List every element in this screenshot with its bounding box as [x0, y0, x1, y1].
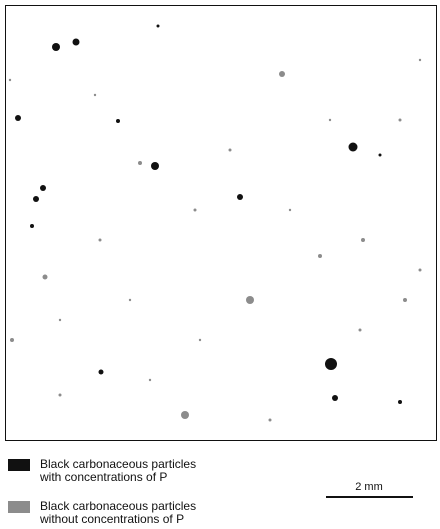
particle — [116, 119, 120, 123]
particle — [72, 38, 80, 46]
legend-swatch-black — [8, 459, 30, 471]
particle — [93, 93, 97, 97]
particle — [30, 224, 34, 228]
map-frame — [5, 5, 437, 441]
particle — [98, 369, 104, 375]
particle — [138, 161, 142, 165]
particle — [151, 162, 159, 170]
particle — [418, 58, 422, 62]
particle — [318, 254, 322, 258]
particle — [58, 393, 62, 397]
particle — [398, 118, 402, 122]
legend-text: Black carbonaceous particles — [40, 499, 196, 513]
particle — [378, 153, 382, 157]
particle — [8, 78, 12, 82]
particle — [52, 43, 60, 51]
legend-swatch-gray — [8, 501, 30, 513]
particle — [40, 185, 46, 191]
particle — [398, 400, 402, 404]
particle — [181, 411, 189, 419]
particle — [33, 196, 39, 202]
particle — [156, 24, 160, 28]
legend-text: without concentrations of P — [39, 512, 184, 526]
particle — [418, 268, 422, 272]
particle — [98, 238, 102, 242]
particle — [42, 274, 48, 280]
particle — [193, 208, 197, 212]
particle — [148, 378, 152, 382]
legend-text: Black carbonaceous particles — [40, 457, 196, 471]
legend-text: with concentrations of P — [39, 470, 167, 484]
particle — [198, 338, 202, 342]
particle — [279, 71, 285, 77]
particle — [328, 118, 332, 122]
particle — [361, 238, 365, 242]
particle — [348, 142, 358, 152]
particles — [8, 24, 422, 422]
particle — [358, 328, 362, 332]
particle — [288, 208, 292, 212]
particle — [237, 194, 243, 200]
particle — [246, 296, 254, 304]
particle — [15, 115, 21, 121]
particle — [228, 148, 232, 152]
particle — [268, 418, 272, 422]
particle — [325, 358, 337, 370]
scale-bar-label: 2 mm — [355, 481, 383, 493]
particle — [332, 395, 338, 401]
particle — [403, 298, 407, 302]
particle — [128, 298, 132, 302]
particle — [10, 338, 14, 342]
particle — [58, 318, 62, 322]
